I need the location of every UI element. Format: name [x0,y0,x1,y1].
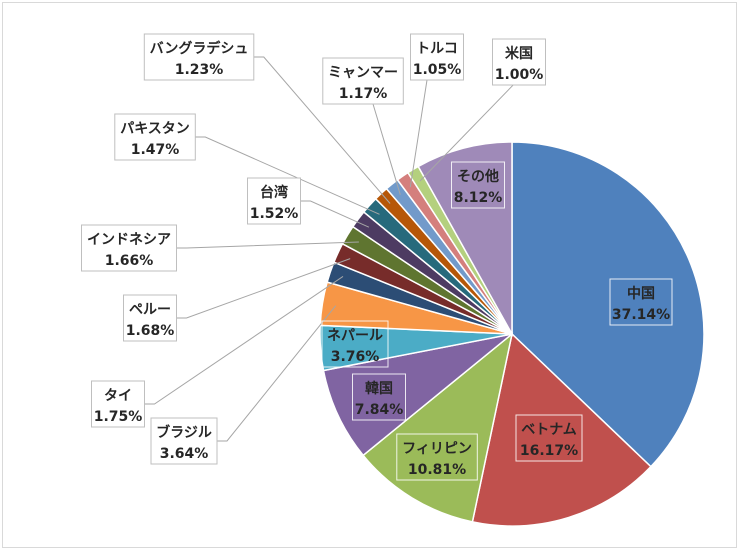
data-label-box-15 [492,38,546,86]
data-label-box-5 [321,320,389,368]
slice-value-label-9: 1.66% [105,253,154,269]
data-label-box-11 [114,113,196,161]
leader-line-8 [176,258,351,319]
pie-slice-3 [362,332,514,523]
slice-category-label-13: ミャンマー [328,65,398,81]
data-label-box-14 [410,33,464,81]
data-label-box-10 [247,177,301,225]
slice-category-label-16: その他 [457,168,499,185]
slice-value-label-7: 1.75% [94,409,143,425]
data-label-box-8 [123,294,177,342]
slice-value-label-13: 1.17% [339,86,388,102]
slice-value-label-3: 10.81% [408,462,466,478]
slice-value-label-10: 1.52% [250,206,299,222]
slice-value-label-6: 3.64% [160,446,209,462]
slice-value-label-14: 1.05% [413,62,462,78]
leader-line-6 [217,305,337,442]
slice-value-label-2: 16.17% [520,443,578,459]
data-label-box-13 [322,57,404,105]
slice-value-label-15: 1.00% [495,67,544,83]
slice-category-label-15: 米国 [505,45,533,62]
slice-category-label-14: トルコ [416,41,458,57]
pie-slice-4 [322,333,513,457]
slice-value-label-4: 7.84% [355,402,404,418]
pie-slice-16 [417,141,513,337]
leader-line-9 [176,241,359,249]
slice-category-label-12: バングラデシュ [150,40,249,57]
slice-category-label-4: 韓国 [365,380,393,397]
slice-category-label-8: ペルー [129,302,171,318]
leader-line-7 [144,275,344,405]
data-label-box-1 [609,278,673,326]
data-label-box-7 [91,380,145,428]
slice-category-label-6: ブラジル [156,424,212,441]
slice-category-label-2: ベトナム [521,422,577,438]
pie-slice-1 [511,141,705,468]
slice-category-label-1: 中国 [627,285,655,302]
slice-category-label-9: インドネシア [87,232,171,248]
data-label-box-9 [81,224,177,272]
slice-value-label-1: 37.14% [612,307,670,323]
data-label-box-4 [352,373,406,421]
slice-value-label-11: 1.47% [131,142,180,158]
data-label-box-2 [515,414,583,462]
data-label-box-16 [451,161,505,209]
slice-category-label-11: パキスタン [120,121,190,137]
leader-line-12 [253,56,391,204]
data-label-box-3 [396,433,478,481]
slice-value-label-16: 8.12% [454,190,503,206]
slice-value-label-12: 1.23% [175,62,224,78]
data-label-box-6 [150,417,218,465]
slice-value-label-8: 1.68% [126,323,175,339]
slice-category-label-5: ネパール [327,328,383,344]
slice-category-label-3: フィリピン [402,441,472,457]
slice-value-label-5: 3.76% [331,349,380,365]
data-label-box-12 [143,33,255,81]
pie-slice-2 [471,332,652,527]
leader-line-11 [195,136,380,215]
slice-category-label-10: 台湾 [260,184,288,201]
leader-line-10 [300,200,370,228]
slice-category-label-7: タイ [104,388,132,404]
